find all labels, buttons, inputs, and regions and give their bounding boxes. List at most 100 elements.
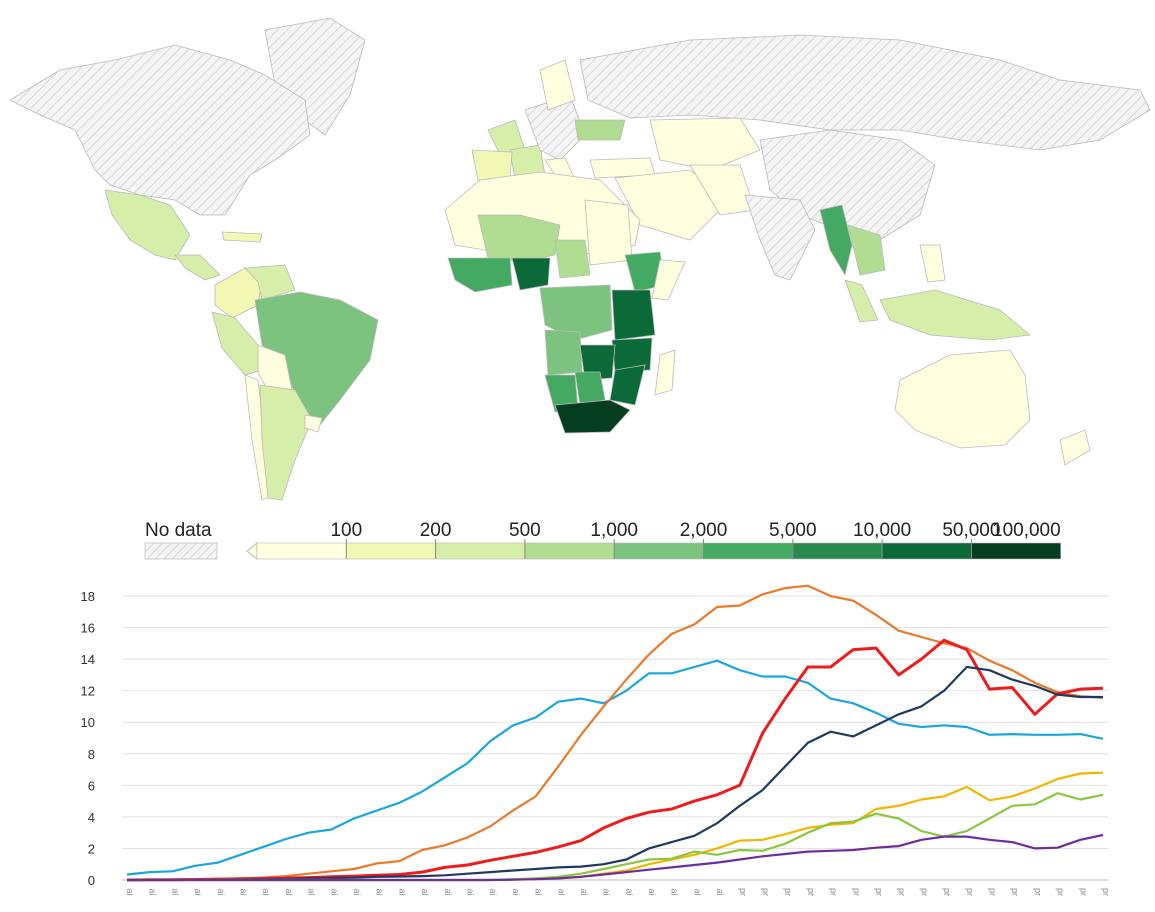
x-tick-label: pr xyxy=(965,888,975,896)
country-nigeria[interactable] xyxy=(511,257,551,291)
x-tick-label: pr xyxy=(988,888,998,896)
country-zambia[interactable] xyxy=(579,344,616,381)
x-tick-label: ai xyxy=(579,888,589,895)
y-tick-label: 12 xyxy=(81,684,95,699)
legend-threshold-label: 100,000 xyxy=(992,520,1061,541)
country-south-africa[interactable] xyxy=(554,399,631,434)
line-chart: 0 2 4 6 8 10 12 14 16 18 ai ai ai ai ai ai ai ai ai ai ai ai… xyxy=(0,570,1155,907)
x-tick-label: ai xyxy=(375,888,385,895)
legend-bin-8 xyxy=(881,542,972,560)
legend-arrow xyxy=(246,541,258,561)
country-kazakhstan[interactable] xyxy=(649,117,761,171)
country-north-america[interactable] xyxy=(9,44,311,216)
x-tick-label: ai xyxy=(534,888,544,895)
country-myanmar[interactable] xyxy=(819,204,853,277)
x-tick-label: pr xyxy=(829,888,839,896)
series-line-7 xyxy=(127,833,1104,882)
legend-bin-7 xyxy=(792,542,883,560)
country-madagascar[interactable] xyxy=(654,349,676,396)
x-tick-label: ai xyxy=(148,888,158,895)
country-sahel[interactable] xyxy=(477,214,561,263)
legend-threshold-label: 10,000 xyxy=(853,520,911,541)
country-australia[interactable] xyxy=(894,349,1031,449)
country-east-africa[interactable] xyxy=(611,289,656,341)
country-somalia[interactable] xyxy=(651,259,686,301)
country-uruguay[interactable] xyxy=(304,414,323,433)
country-spain[interactable] xyxy=(471,149,513,181)
country-ukraine[interactable] xyxy=(574,119,626,141)
legend-threshold-label: 500 xyxy=(509,520,541,541)
y-tick-label: 16 xyxy=(81,621,95,636)
country-philippines[interactable] xyxy=(919,244,946,283)
country-mexico[interactable] xyxy=(104,189,191,261)
country-argentina[interactable] xyxy=(259,384,313,501)
legend-threshold-label: 1,000 xyxy=(590,520,638,541)
y-tick-label: 2 xyxy=(88,841,95,856)
x-tick-label: ai xyxy=(125,888,135,895)
x-tick-label: pr xyxy=(738,888,748,896)
y-tick-label: 4 xyxy=(88,810,95,825)
country-india[interactable] xyxy=(744,194,816,281)
x-tick-label: ai xyxy=(715,888,725,895)
legend-bin-3 xyxy=(435,542,526,560)
x-tick-label: ai xyxy=(307,888,317,895)
x-tick-label: ai xyxy=(216,888,226,895)
legend-threshold-label: 5,000 xyxy=(769,520,817,541)
country-caribbean[interactable] xyxy=(221,231,263,243)
country-indonesia[interactable] xyxy=(879,289,1031,341)
legend-no-data-label: No data xyxy=(145,520,212,541)
y-tick-label: 8 xyxy=(88,747,95,762)
country-tanzania[interactable] xyxy=(611,337,653,373)
country-new-zealand[interactable] xyxy=(1059,429,1091,466)
x-tick-label: ai xyxy=(352,888,362,895)
legend-no-data-swatch xyxy=(144,542,218,560)
country-thailand[interactable] xyxy=(847,224,886,276)
country-peru[interactable] xyxy=(211,311,263,376)
x-tick-label: ai xyxy=(511,888,521,895)
x-tick-label: ai xyxy=(465,888,475,895)
x-tick-label: ai xyxy=(284,888,294,895)
country-scandinavia[interactable] xyxy=(539,59,576,111)
x-tick-label: pr xyxy=(761,888,771,896)
y-tick-label: 14 xyxy=(81,652,95,667)
x-tick-label: ai xyxy=(624,888,634,895)
country-mozambique[interactable] xyxy=(609,364,646,406)
legend-threshold-label: 50,000 xyxy=(942,520,1000,541)
x-tick-label: pr xyxy=(1101,888,1111,896)
legend-bin-9 xyxy=(971,542,1062,560)
country-west-africa[interactable] xyxy=(447,257,513,293)
x-tick-label: pr xyxy=(1033,888,1043,896)
country-russia[interactable] xyxy=(579,34,1151,151)
series-line-5 xyxy=(127,771,1104,882)
x-tick-label: pr xyxy=(1010,888,1020,896)
country-malaysia[interactable] xyxy=(844,279,879,323)
x-tick-label: pr xyxy=(806,888,816,896)
x-tick-label: ai xyxy=(443,888,453,895)
country-botswana[interactable] xyxy=(574,371,606,406)
y-tick-label: 0 xyxy=(88,873,95,888)
x-tick-label: pr xyxy=(1078,888,1088,896)
country-central-america[interactable] xyxy=(174,254,221,281)
x-tick-label: ai xyxy=(420,888,430,895)
legend-threshold-label: 2,000 xyxy=(680,520,728,541)
legend-threshold-label: 100 xyxy=(330,520,362,541)
country-central-africa[interactable] xyxy=(539,284,613,341)
x-tick-label: ai xyxy=(602,888,612,895)
series-line-4 xyxy=(127,665,1103,882)
legend-bin-4 xyxy=(524,542,615,560)
country-chad[interactable] xyxy=(554,239,591,279)
y-tick-label: 10 xyxy=(81,715,95,730)
x-tick-label: ai xyxy=(329,888,339,895)
x-tick-label: pr xyxy=(942,888,952,896)
world-map xyxy=(9,17,1151,501)
legend-bin-1 xyxy=(256,542,347,560)
x-tick-label: ai xyxy=(692,888,702,895)
series-line-1 xyxy=(126,659,1104,876)
country-angola[interactable] xyxy=(544,329,583,376)
x-tick-label: ai xyxy=(488,888,498,895)
country-venezuela[interactable] xyxy=(244,264,296,301)
y-tick-label: 6 xyxy=(88,778,95,793)
legend-bin-6 xyxy=(703,542,794,560)
legend-bin-2 xyxy=(345,542,436,560)
legend-bin-5 xyxy=(613,542,704,560)
